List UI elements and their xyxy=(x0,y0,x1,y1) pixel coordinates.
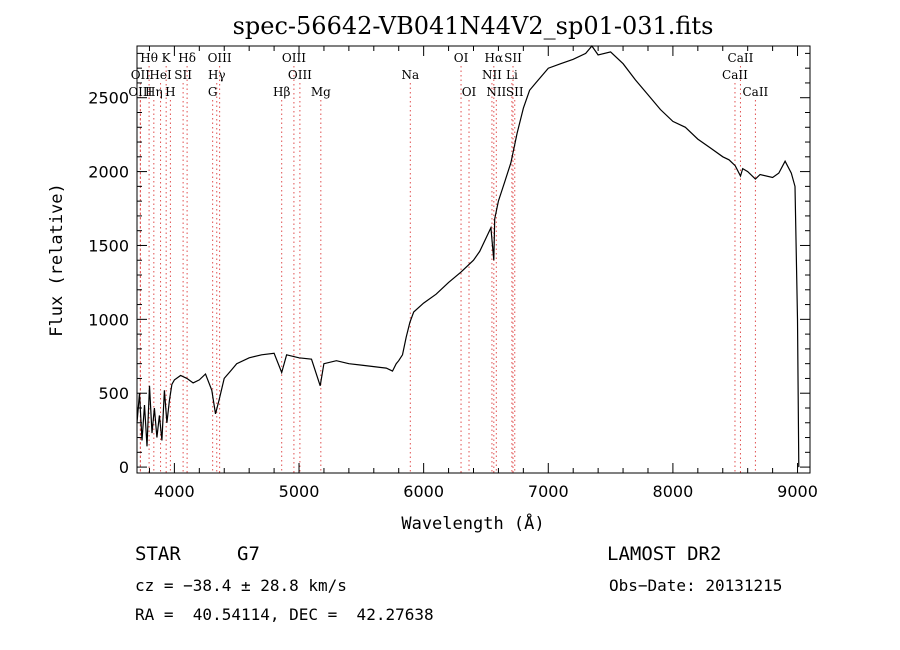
y-tick-label: 0 xyxy=(119,458,129,477)
line-label: K xyxy=(162,51,172,65)
line-label: OII xyxy=(131,68,151,82)
chart-title: spec-56642-VB041N44V2_sp01-031.fits xyxy=(233,12,714,40)
x-tick-label: 4000 xyxy=(154,482,195,501)
line-label: SII xyxy=(506,85,524,99)
x-tick-label: 6000 xyxy=(403,482,444,501)
line-label: NII xyxy=(482,68,502,82)
spectral-line-markers xyxy=(139,66,756,473)
line-label: OI xyxy=(454,51,469,65)
x-axis-label: Wavelength (Å) xyxy=(401,512,544,534)
line-label: Hβ xyxy=(273,85,290,99)
y-tick-label: 2000 xyxy=(88,163,129,182)
x-tick-label: 9000 xyxy=(777,482,818,501)
object-class: STAR xyxy=(135,543,181,565)
line-label: NII xyxy=(486,85,506,99)
x-tick-label: 7000 xyxy=(528,482,569,501)
redshift-cz: cz = −38.4 ± 28.8 km/s xyxy=(135,576,347,595)
coordinates: RA = 40.54114, DEC = 42.27638 xyxy=(135,605,434,624)
line-label: Hγ xyxy=(208,68,226,82)
line-label: OIII xyxy=(288,68,312,82)
line-label: Hδ xyxy=(178,51,196,65)
y-tick-label: 1500 xyxy=(88,236,129,255)
line-label: HeI xyxy=(149,68,172,82)
y-tick-label: 2500 xyxy=(88,89,129,108)
line-label: H xyxy=(165,85,175,99)
line-label: OIII xyxy=(128,85,152,99)
survey-name: LAMOST DR2 xyxy=(607,543,722,565)
y-tick-label: 1000 xyxy=(88,310,129,329)
observation-date: Obs−Date: 20131215 xyxy=(609,576,783,595)
axis-ticks: 4000 5000 6000 7000 8000 9000 0 500 1000 1500 2000… xyxy=(88,46,818,501)
object-subclass: G7 xyxy=(237,543,260,565)
line-label: Hα xyxy=(485,51,504,65)
line-label: Mg xyxy=(311,85,331,99)
y-axis-label: Flux (relative) xyxy=(47,183,67,337)
line-label: CaII xyxy=(722,68,748,82)
line-label: OI xyxy=(462,85,477,99)
line-label: SII xyxy=(174,68,192,82)
line-label: OIII xyxy=(208,51,232,65)
line-label: CaII xyxy=(742,85,768,99)
line-label: G xyxy=(208,85,218,99)
line-label: SII xyxy=(504,51,522,65)
x-tick-label: 8000 xyxy=(653,482,694,501)
line-label: CaII xyxy=(728,51,754,65)
line-label: Hη xyxy=(145,85,163,99)
line-label: OIII xyxy=(282,51,306,65)
y-tick-label: 500 xyxy=(98,384,129,403)
line-label: Hθ xyxy=(140,51,158,65)
x-tick-label: 5000 xyxy=(279,482,320,501)
spectrum-line xyxy=(136,45,800,468)
line-label: Na xyxy=(401,68,419,82)
line-label: Li xyxy=(506,68,518,82)
